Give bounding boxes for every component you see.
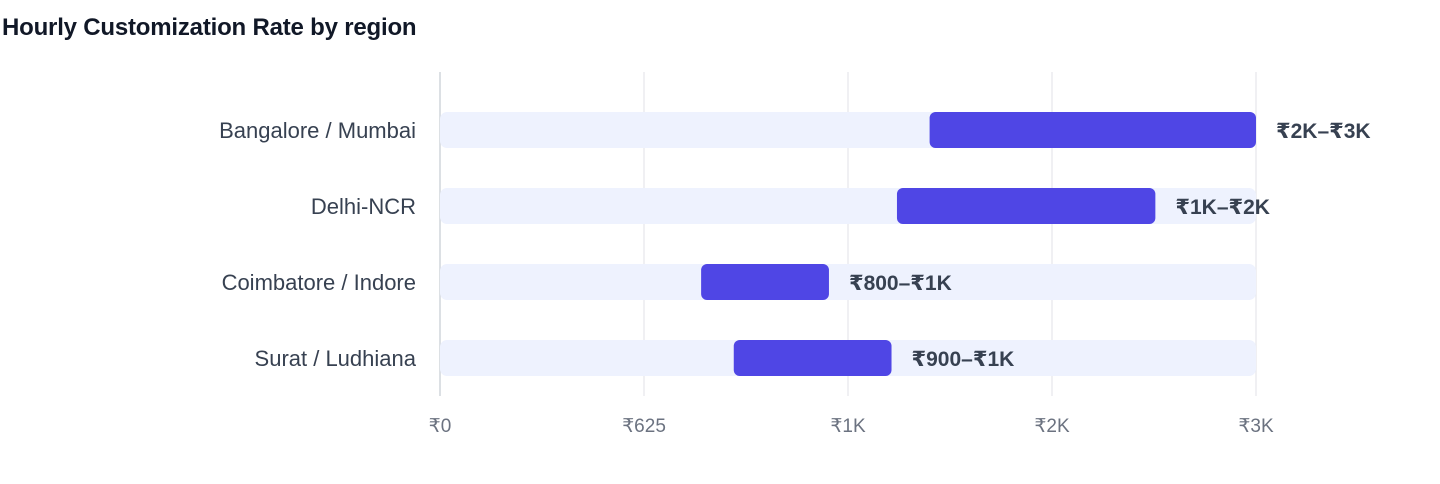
x-tick-label: ₹1K <box>830 416 866 437</box>
range-bar[interactable] <box>701 264 829 300</box>
range-data-label: ₹1K–₹2K <box>1175 196 1270 219</box>
category-label: Surat / Ludhiana <box>255 346 417 371</box>
range-bar[interactable] <box>733 340 892 376</box>
x-tick-label: ₹625 <box>622 416 666 437</box>
x-tick-label: ₹0 <box>429 416 452 437</box>
x-tick-label: ₹2K <box>1034 416 1070 437</box>
range-bar[interactable] <box>896 188 1156 224</box>
range-data-label: ₹900–₹1K <box>912 348 1015 371</box>
range-data-label: ₹2K–₹3K <box>1276 120 1371 143</box>
chart-title: Hourly Customization Rate by region <box>2 14 417 41</box>
x-tick-label: ₹3K <box>1238 416 1274 437</box>
category-label: Delhi-NCR <box>311 194 416 219</box>
category-label: Coimbatore / Indore <box>222 270 416 295</box>
category-label: Bangalore / Mumbai <box>219 118 416 143</box>
range-data-label: ₹800–₹1K <box>849 272 952 295</box>
bar-track <box>440 264 1256 300</box>
range-bar[interactable] <box>929 112 1256 148</box>
